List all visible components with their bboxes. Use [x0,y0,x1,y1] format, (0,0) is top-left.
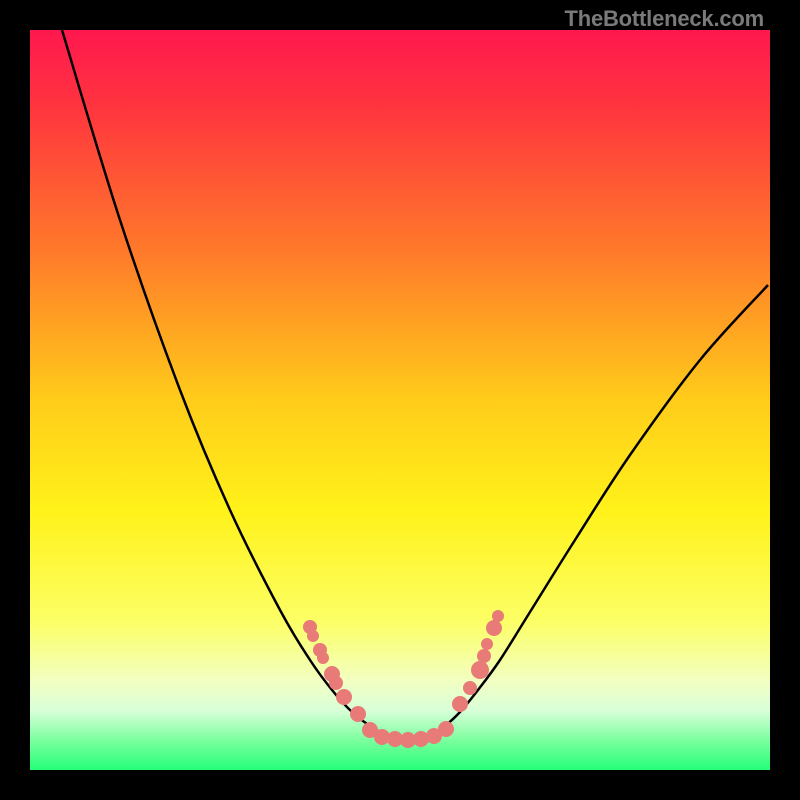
chart-container: TheBottleneck.com [0,0,800,800]
watermark-text: TheBottleneck.com [564,6,764,32]
plot-background [30,30,770,770]
